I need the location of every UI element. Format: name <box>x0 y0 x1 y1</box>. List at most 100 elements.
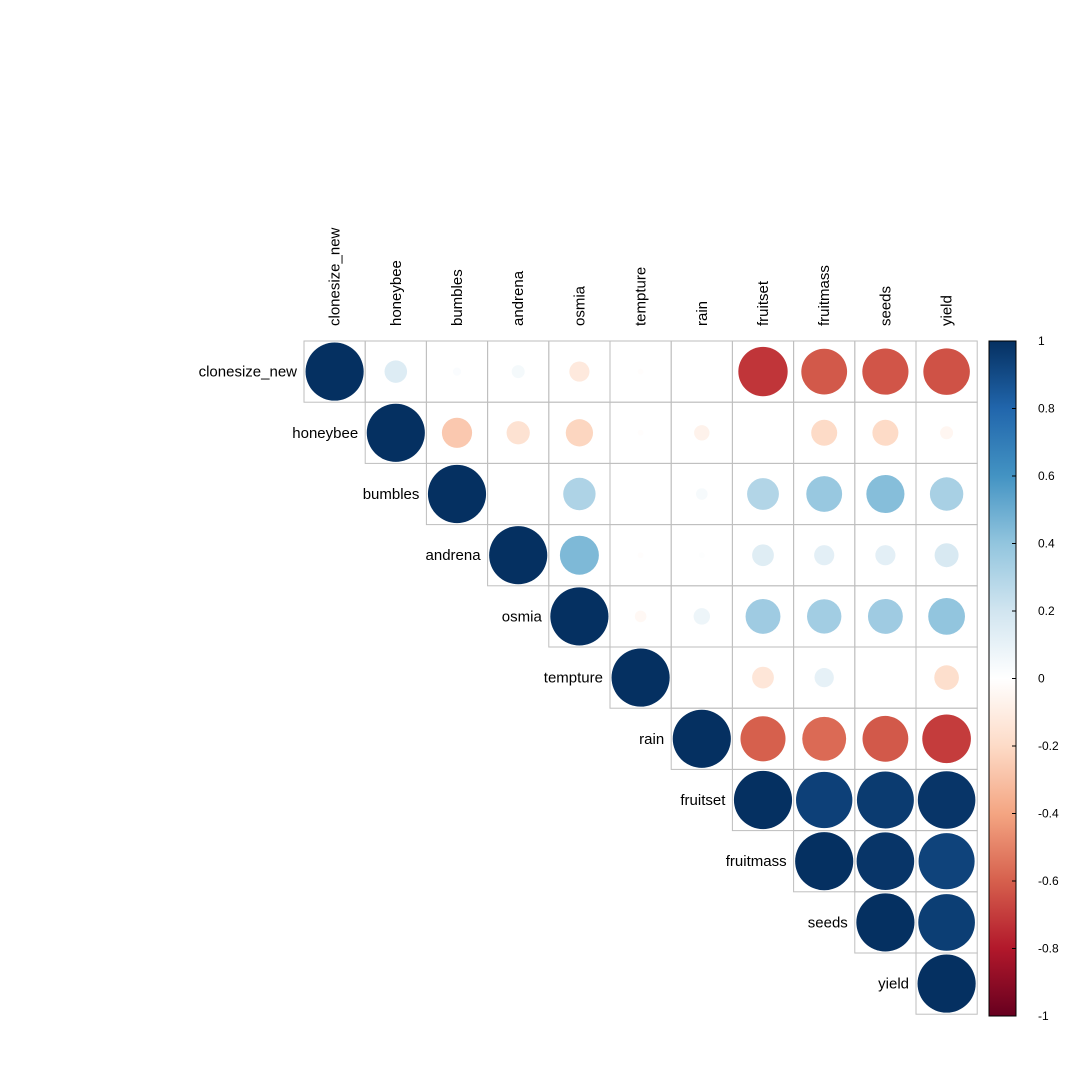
circle-andrena-osmia <box>559 535 599 575</box>
column-label-andrena: andrena <box>510 270 527 326</box>
circle-andrena-fruitset <box>752 544 774 567</box>
row-labels: clonesize_new honeybee bumbles andrena osmia… <box>199 364 909 993</box>
circle-andrena-tempture <box>637 552 644 559</box>
circle-andrena-seeds <box>875 545 896 566</box>
circle-tempture-yield <box>934 665 959 690</box>
circle-bumbles-osmia <box>563 477 596 511</box>
circle-seeds-seeds <box>856 893 915 952</box>
cell-clonesize_new-rain <box>670 340 733 403</box>
circle-rain-rain <box>672 709 731 768</box>
colorbar-tick-label: -0.2 <box>1038 739 1059 753</box>
circle-clonesize_new-andrena <box>511 365 525 379</box>
circle-fruitmass-seeds <box>856 832 915 890</box>
cell-tempture-rain <box>670 646 733 709</box>
circle-osmia-fruitmass <box>807 599 842 634</box>
colorbar-tick-label: 0 <box>1038 672 1045 686</box>
circle-tempture-fruitmass <box>814 667 834 688</box>
column-label-seeds: seeds <box>877 286 894 326</box>
color-legend: 1 0.8 0.6 0.4 0.2 0 -0.2 -0.4 -0.6 -0.8 -1 <box>988 334 1059 1023</box>
colorbar-tick-label: 0.4 <box>1038 537 1055 551</box>
circle-bumbles-fruitmass <box>806 476 843 512</box>
circle-tempture-fruitset <box>752 666 774 689</box>
circle-rain-yield <box>922 714 971 764</box>
cell-honeybee-fruitset <box>731 401 795 464</box>
circle-rain-fruitmass <box>802 716 847 761</box>
circle-osmia-rain <box>693 608 711 625</box>
circle-clonesize_new-osmia <box>569 361 590 382</box>
circle-rain-seeds <box>862 715 909 762</box>
column-label-tempture: tempture <box>633 267 650 326</box>
correlation-circles <box>305 342 976 1013</box>
column-label-honeybee: honeybee <box>388 260 405 326</box>
column-label-fruitset: fruitset <box>755 280 772 326</box>
circle-honeybee-tempture <box>637 429 644 436</box>
colorbar <box>989 341 1016 1016</box>
circle-clonesize_new-fruitmass <box>801 348 848 395</box>
column-label-yield: yield <box>939 295 956 326</box>
colorbar-tick-label: -0.6 <box>1038 874 1059 888</box>
circle-osmia-fruitset <box>745 598 781 634</box>
cell-yield-yield <box>915 952 978 1015</box>
colorbar-tick-label: 1 <box>1038 334 1045 348</box>
circle-bumbles-rain <box>695 488 708 500</box>
colorbar-tick-label: 0.2 <box>1038 604 1055 618</box>
circle-clonesize_new-honeybee <box>384 360 408 383</box>
circle-clonesize_new-yield <box>923 348 970 395</box>
colorbar-tick-label: 0.6 <box>1038 469 1055 483</box>
circle-bumbles-yield <box>929 477 964 511</box>
colorbar-tick-label: -1 <box>1038 1009 1049 1023</box>
circle-honeybee-yield <box>940 426 954 440</box>
circle-honeybee-bumbles <box>441 417 473 448</box>
circle-bumbles-seeds <box>866 474 905 514</box>
circle-clonesize_new-seeds <box>862 348 909 395</box>
circle-seeds-yield <box>918 894 975 951</box>
circle-yield-yield <box>917 954 976 1013</box>
circle-fruitmass-fruitmass <box>795 832 854 891</box>
circle-fruitmass-yield <box>918 833 975 890</box>
column-labels: clonesize_new honeybee bumbles andrena osmia… <box>327 227 956 326</box>
row-label-rain: rain <box>639 731 664 748</box>
circle-osmia-yield <box>928 598 965 635</box>
row-label-fruitset: fruitset <box>680 792 726 809</box>
circle-andrena-fruitmass <box>814 545 835 566</box>
circle-rain-fruitset <box>740 716 786 762</box>
circle-osmia-osmia <box>550 587 609 646</box>
circle-clonesize_new-clonesize_new <box>305 342 364 401</box>
circle-andrena-rain <box>698 552 705 559</box>
row-label-seeds: seeds <box>808 914 848 931</box>
circle-osmia-tempture <box>634 610 647 623</box>
circle-clonesize_new-tempture <box>637 368 644 375</box>
row-label-honeybee: honeybee <box>292 425 358 442</box>
circle-andrena-andrena <box>489 526 548 585</box>
row-label-tempture: tempture <box>544 670 603 687</box>
row-label-yield: yield <box>878 976 909 993</box>
row-label-osmia: osmia <box>502 608 543 625</box>
column-label-bumbles: bumbles <box>449 269 466 326</box>
circle-clonesize_new-fruitset <box>738 346 788 397</box>
row-label-andrena: andrena <box>426 547 482 564</box>
circle-honeybee-rain <box>694 425 710 441</box>
circle-fruitset-fruitmass <box>796 771 853 829</box>
row-label-bumbles: bumbles <box>363 486 420 503</box>
column-label-rain: rain <box>694 301 711 326</box>
circle-osmia-seeds <box>867 598 903 634</box>
circle-fruitset-yield <box>917 771 976 829</box>
cell-grid <box>303 340 978 1015</box>
circle-honeybee-seeds <box>872 419 899 446</box>
circle-honeybee-andrena <box>506 421 530 445</box>
column-label-clonesize_new: clonesize_new <box>327 227 344 326</box>
cell-tempture-seeds <box>854 646 917 709</box>
circle-clonesize_new-bumbles <box>452 367 462 376</box>
circle-andrena-yield <box>934 543 959 568</box>
circle-honeybee-fruitmass <box>811 419 838 446</box>
circle-bumbles-fruitset <box>747 478 779 510</box>
cell-bumbles-andrena <box>487 462 550 526</box>
colorbar-tick-label: -0.4 <box>1038 807 1059 821</box>
circle-fruitset-seeds <box>856 771 914 829</box>
colorbar-tick-label: 0.8 <box>1038 402 1055 416</box>
cell-bumbles-tempture <box>609 462 672 526</box>
circle-bumbles-bumbles <box>427 464 487 524</box>
circle-tempture-tempture <box>611 648 670 707</box>
row-label-clonesize_new: clonesize_new <box>199 364 298 381</box>
